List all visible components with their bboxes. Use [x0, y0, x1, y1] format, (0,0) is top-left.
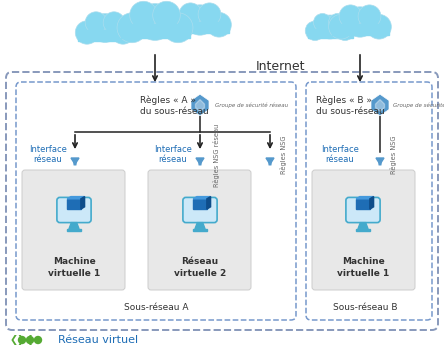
Text: Groupe de sécurité réseau: Groupe de sécurité réseau: [215, 102, 288, 108]
Text: réseau: réseau: [325, 156, 354, 165]
Text: Interface: Interface: [29, 146, 67, 155]
Bar: [120, 24, 190, 38]
Circle shape: [130, 1, 157, 29]
Circle shape: [206, 12, 231, 37]
Circle shape: [329, 14, 353, 39]
Text: réseau: réseau: [159, 156, 187, 165]
Text: Machine: Machine: [341, 257, 385, 266]
Polygon shape: [370, 197, 373, 209]
Text: Sous-réseau B: Sous-réseau B: [333, 303, 397, 312]
Circle shape: [85, 12, 107, 34]
Polygon shape: [71, 158, 79, 162]
Polygon shape: [376, 100, 385, 111]
Circle shape: [169, 12, 193, 37]
Text: Règles « B »: Règles « B »: [316, 95, 372, 105]
Polygon shape: [195, 100, 205, 111]
Polygon shape: [81, 197, 85, 209]
Polygon shape: [67, 229, 81, 231]
Circle shape: [75, 21, 99, 44]
Circle shape: [318, 15, 342, 39]
Circle shape: [35, 337, 41, 343]
Circle shape: [358, 5, 381, 28]
Text: Machine: Machine: [53, 257, 95, 266]
Polygon shape: [269, 162, 271, 165]
Circle shape: [153, 1, 180, 29]
Circle shape: [345, 7, 375, 37]
Text: Règles NSG réseau: Règles NSG réseau: [213, 124, 220, 187]
Circle shape: [335, 21, 355, 40]
Polygon shape: [193, 229, 207, 231]
Polygon shape: [356, 197, 373, 199]
Circle shape: [305, 21, 325, 40]
Bar: [332, 24, 388, 35]
Circle shape: [91, 14, 119, 42]
Text: virtuelle 2: virtuelle 2: [174, 268, 226, 277]
Text: Réseau virtuel: Réseau virtuel: [58, 335, 138, 345]
Text: Interface: Interface: [321, 146, 359, 155]
Circle shape: [313, 14, 332, 31]
Text: du sous-réseau: du sous-réseau: [140, 106, 209, 116]
Polygon shape: [379, 162, 381, 165]
Polygon shape: [193, 197, 210, 199]
Text: Interface: Interface: [154, 146, 192, 155]
Text: ❮❯❮: ❮❯❮: [10, 335, 34, 345]
Circle shape: [137, 4, 174, 40]
Text: Internet: Internet: [255, 60, 305, 74]
Circle shape: [185, 5, 215, 35]
Polygon shape: [67, 197, 85, 199]
Circle shape: [198, 3, 221, 26]
FancyBboxPatch shape: [312, 170, 415, 290]
Text: Règles NSG: Règles NSG: [280, 136, 287, 174]
Polygon shape: [195, 223, 205, 229]
Polygon shape: [199, 162, 201, 165]
Polygon shape: [193, 199, 207, 209]
Polygon shape: [74, 162, 76, 165]
FancyBboxPatch shape: [57, 197, 91, 223]
Circle shape: [111, 21, 135, 44]
Text: virtuelle 1: virtuelle 1: [48, 268, 100, 277]
Circle shape: [27, 337, 33, 343]
Polygon shape: [191, 94, 209, 116]
Polygon shape: [67, 199, 81, 209]
FancyBboxPatch shape: [183, 197, 217, 223]
Text: Règles « A »: Règles « A »: [140, 95, 196, 105]
FancyBboxPatch shape: [22, 170, 125, 290]
Circle shape: [117, 13, 147, 43]
Polygon shape: [69, 223, 79, 229]
Text: Sous-réseau A: Sous-réseau A: [124, 303, 188, 312]
Bar: [308, 29, 353, 37]
Polygon shape: [196, 158, 204, 162]
Text: virtuelle 1: virtuelle 1: [337, 268, 389, 277]
Bar: [171, 22, 229, 33]
Circle shape: [179, 3, 202, 26]
Polygon shape: [207, 197, 210, 209]
Text: du sous-réseau: du sous-réseau: [316, 106, 385, 116]
Text: Réseau: Réseau: [182, 257, 218, 266]
Circle shape: [163, 13, 193, 43]
Text: Règles NSG: Règles NSG: [390, 136, 397, 174]
Text: Groupe de sécurité réseau: Groupe de sécurité réseau: [393, 102, 444, 108]
FancyBboxPatch shape: [148, 170, 251, 290]
Polygon shape: [358, 223, 368, 229]
Polygon shape: [376, 158, 384, 162]
Polygon shape: [356, 199, 370, 209]
Circle shape: [19, 337, 25, 343]
Polygon shape: [266, 158, 274, 162]
Circle shape: [339, 5, 362, 28]
Circle shape: [103, 12, 125, 34]
Polygon shape: [356, 229, 370, 231]
FancyBboxPatch shape: [346, 197, 380, 223]
Polygon shape: [371, 94, 389, 116]
Text: réseau: réseau: [34, 156, 62, 165]
Bar: [78, 30, 132, 41]
Circle shape: [329, 14, 346, 31]
Circle shape: [367, 14, 391, 39]
